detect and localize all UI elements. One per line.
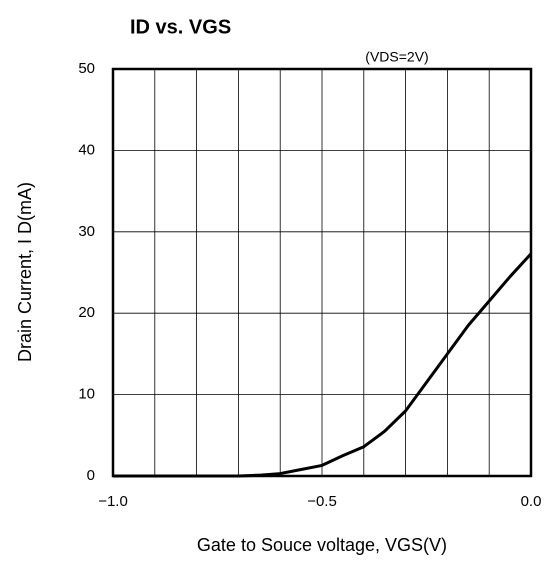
annotation: (VDS=2V) <box>365 49 428 65</box>
x-axis-label: Gate to Souce voltage, VGS(V) <box>197 535 447 555</box>
y-tick-label: 50 <box>78 60 95 77</box>
y-tick-label: 40 <box>78 141 95 158</box>
y-tick-label: 20 <box>78 304 95 321</box>
x-tick-label: −0.5 <box>307 493 337 510</box>
y-axis-label: Drain Current, I D(mA) <box>15 182 35 362</box>
y-tick-label: 30 <box>78 223 95 240</box>
plot-frame <box>111 67 533 478</box>
y-tick-label: 10 <box>78 386 95 403</box>
data-line <box>113 252 533 478</box>
x-tick-label: −1.0 <box>98 493 128 510</box>
chart-title: ID vs. VGS <box>130 16 231 38</box>
x-tick-label: 0.0 <box>521 493 542 510</box>
y-tick-label: 0 <box>87 467 95 484</box>
